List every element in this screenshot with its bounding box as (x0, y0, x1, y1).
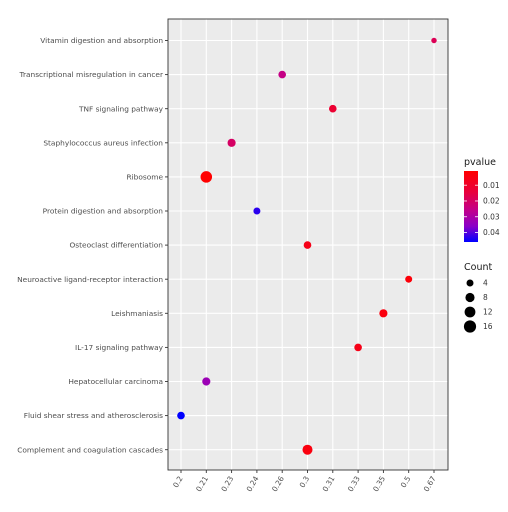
count-legend-title: Count (464, 262, 492, 273)
y-tick-label: Protein digestion and absorption (43, 207, 164, 216)
count-legend-dot (463, 320, 477, 333)
x-tick-label: 0.31 (321, 474, 337, 493)
y-axis-labels: Vitamin digestion and absorption Transcri… (17, 36, 164, 454)
y-tick-label: Ribosome (126, 173, 163, 182)
y-tick-label: IL-17 signaling pathway (75, 343, 164, 352)
data-point (278, 70, 287, 79)
pvalue-legend: pvalue 0.01 0.02 0.03 0.04 (464, 157, 500, 242)
data-point (303, 241, 312, 249)
x-tick-label: 0.5 (399, 474, 413, 489)
pvalue-legend-title: pvalue (464, 157, 496, 168)
colorbar-tick-label: 0.01 (483, 181, 500, 190)
x-tick-label: 0.2 (171, 475, 185, 490)
x-tick-label: 0.67 (422, 474, 438, 493)
x-tick-label: 0.23 (219, 474, 235, 493)
data-point (354, 343, 362, 352)
y-tick-label: Neuroactive ligand-receptor interaction (17, 275, 163, 284)
data-point (202, 377, 211, 386)
count-legend-dot (464, 306, 476, 318)
grid-lines (168, 19, 448, 470)
count-legend-label: 12 (483, 308, 493, 317)
y-tick-label: Transcriptional misregulation in cancer (19, 70, 164, 79)
pvalue-legend-ticks: 0.01 0.02 0.03 0.04 (464, 181, 500, 237)
count-legend-label: 8 (483, 293, 488, 302)
y-tick-label: Fluid shear stress and atherosclerosis (24, 411, 163, 420)
count-legend-dot (466, 279, 474, 287)
x-tick-label: 0.24 (245, 474, 261, 493)
colorbar-tick-label: 0.02 (483, 197, 500, 206)
data-points (177, 37, 437, 455)
colorbar-tick-label: 0.04 (483, 228, 500, 237)
count-legend: Count 4 8 12 16 (463, 262, 493, 333)
data-point (302, 444, 313, 455)
count-legend-keys: 4 8 12 16 (463, 279, 493, 333)
data-point (200, 171, 213, 183)
x-tick-label: 0.35 (371, 474, 387, 493)
data-point (177, 411, 185, 420)
x-tick-label: 0.21 (194, 474, 210, 493)
data-point (379, 309, 388, 318)
data-point (431, 37, 437, 44)
x-tick-label: 0.26 (270, 474, 286, 493)
y-tick-label: TNF signaling pathway (78, 104, 164, 113)
y-tick-label: Vitamin digestion and absorption (40, 36, 163, 45)
y-tick-label: Staphylococcus aureus infection (43, 138, 163, 147)
y-tick-label: Complement and coagulation cascades (17, 445, 163, 454)
data-point (328, 104, 337, 113)
plot-border (167, 18, 449, 471)
x-tick-label: 0.33 (346, 474, 362, 493)
x-axis-ticks (180, 470, 435, 473)
data-point (405, 275, 413, 283)
y-tick-label: Leishmaniasis (111, 309, 163, 318)
pvalue-colorbar (464, 171, 478, 242)
y-tick-label: Osteoclast differentiation (69, 241, 163, 250)
x-axis-labels: 0.2 0.21 0.23 0.24 0.26 0.3 0.31 0.33 0.35 0.5 0.6… (171, 474, 438, 493)
count-legend-label: 16 (483, 322, 493, 331)
y-tick-label: Hepatocellular carcinoma (68, 377, 163, 386)
colorbar-tick-label: 0.03 (483, 212, 500, 221)
count-legend-label: 4 (483, 279, 488, 288)
y-axis-ticks (165, 40, 168, 451)
data-point (253, 207, 261, 215)
x-tick-label: 0.3 (298, 474, 312, 489)
data-point (227, 138, 236, 147)
count-legend-dot (465, 292, 475, 303)
